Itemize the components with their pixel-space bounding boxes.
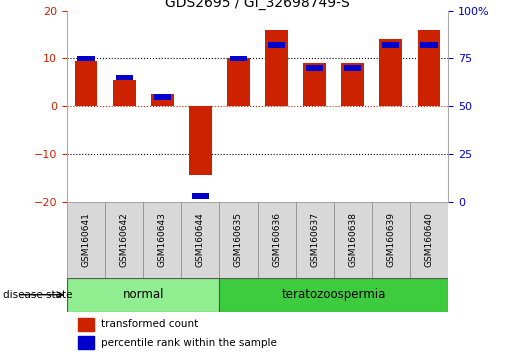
Bar (153, 94, 171, 99)
Bar (151, 94, 174, 106)
Text: GSM160639: GSM160639 (386, 212, 396, 267)
Bar (75, 61, 97, 106)
Bar (334, 202, 372, 278)
Bar (67, 278, 219, 312)
Bar (219, 202, 258, 278)
Text: GSM160641: GSM160641 (81, 212, 91, 267)
Bar (77, 56, 95, 61)
Bar (113, 80, 135, 106)
Text: GSM160642: GSM160642 (119, 212, 129, 267)
Bar (306, 65, 323, 71)
Bar (181, 202, 219, 278)
Text: GSM160635: GSM160635 (234, 212, 243, 267)
Bar (230, 56, 247, 61)
Text: GSM160637: GSM160637 (310, 212, 319, 267)
Text: disease state: disease state (3, 290, 72, 300)
Text: teratozoospermia: teratozoospermia (282, 288, 386, 301)
Text: normal: normal (123, 288, 164, 301)
Bar (268, 42, 285, 48)
Text: GSM160638: GSM160638 (348, 212, 357, 267)
Bar (115, 75, 133, 80)
Bar (78, 336, 94, 349)
Text: percentile rank within the sample: percentile rank within the sample (101, 337, 277, 348)
Bar (380, 39, 402, 106)
Text: GSM160643: GSM160643 (158, 212, 167, 267)
Bar (341, 63, 364, 106)
Bar (192, 193, 209, 199)
Bar (105, 202, 143, 278)
Bar (372, 202, 410, 278)
Bar (143, 202, 181, 278)
Bar (296, 202, 334, 278)
Bar (227, 58, 250, 106)
Bar (344, 65, 362, 71)
Bar (382, 42, 400, 48)
Bar (420, 42, 438, 48)
Bar (189, 106, 212, 176)
Text: GSM160636: GSM160636 (272, 212, 281, 267)
Bar (303, 63, 326, 106)
Bar (258, 202, 296, 278)
Title: GDS2695 / GI_32698749-S: GDS2695 / GI_32698749-S (165, 0, 350, 10)
Text: GSM160640: GSM160640 (424, 212, 434, 267)
Text: transformed count: transformed count (101, 319, 198, 329)
Bar (78, 318, 94, 331)
Bar (410, 202, 448, 278)
Bar (219, 278, 448, 312)
Text: GSM160644: GSM160644 (196, 212, 205, 267)
Bar (265, 30, 288, 106)
Bar (418, 30, 440, 106)
Bar (67, 202, 105, 278)
